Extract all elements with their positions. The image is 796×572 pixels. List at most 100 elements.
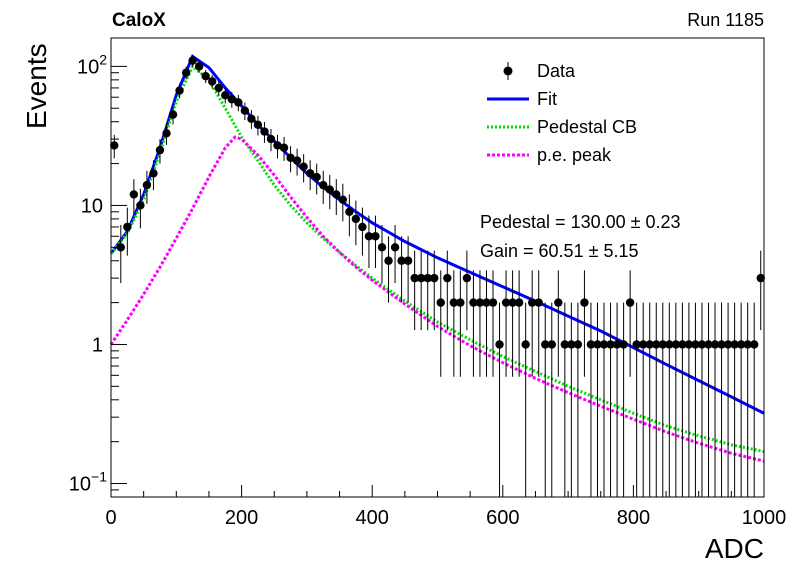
data-point xyxy=(573,340,583,349)
data-point xyxy=(286,153,295,163)
data-point xyxy=(397,256,406,265)
data-point xyxy=(201,71,210,81)
data-point xyxy=(136,201,145,210)
data-point xyxy=(645,340,654,349)
data-point xyxy=(482,298,491,307)
data-point xyxy=(606,340,615,349)
y-axis-label: Events xyxy=(21,43,52,129)
data-point xyxy=(208,77,217,86)
data-point xyxy=(338,195,348,204)
data-point xyxy=(273,141,282,150)
data-point xyxy=(456,298,465,307)
data-point xyxy=(194,62,204,71)
legend-entry-data: Data xyxy=(503,61,576,81)
y-tick-label: 10 xyxy=(81,195,103,217)
data-point xyxy=(697,340,707,349)
legend-fit-label: Fit xyxy=(537,89,557,109)
curve-p-e-peak xyxy=(109,135,765,463)
data-point xyxy=(279,143,289,152)
data-point xyxy=(717,340,726,349)
data-point xyxy=(593,340,602,349)
data-point xyxy=(652,340,661,349)
data-point xyxy=(253,120,263,130)
data-point xyxy=(149,169,158,178)
data-point xyxy=(671,340,681,349)
data-point xyxy=(305,169,315,178)
data-point xyxy=(527,298,537,307)
data-point xyxy=(364,232,374,241)
data-point xyxy=(521,340,530,349)
data-point xyxy=(743,340,752,349)
data-point xyxy=(110,141,119,150)
data-point xyxy=(665,340,674,349)
data-point xyxy=(292,156,302,165)
legend-entry-pedestal: Pedestal CB xyxy=(487,117,637,137)
data-point xyxy=(299,162,308,171)
data-point xyxy=(168,110,178,119)
x-axis-label: ADC xyxy=(705,533,764,564)
data-point xyxy=(175,86,184,95)
pedestal-annotation: Pedestal = 130.00 ± 0.23 xyxy=(480,212,681,232)
data-point xyxy=(123,222,132,232)
data-point xyxy=(586,340,596,349)
data-point xyxy=(691,340,700,349)
x-tick-label: 800 xyxy=(617,507,650,529)
data-point xyxy=(116,243,125,252)
data-point xyxy=(332,190,341,199)
legend-entry-fit: Fit xyxy=(487,89,557,109)
data-point xyxy=(221,91,230,100)
x-tick-label: 0 xyxy=(105,507,116,529)
legend-pe-peak-label: p.e. peak xyxy=(537,145,612,165)
legend-entry-pe-peak: p.e. peak xyxy=(487,145,612,165)
data-point xyxy=(750,340,759,349)
data-point xyxy=(403,256,413,265)
data-point xyxy=(534,298,543,307)
data-point xyxy=(567,340,576,349)
plot-frame xyxy=(110,37,765,498)
data-point xyxy=(704,340,713,349)
data-point xyxy=(612,340,622,349)
data-point xyxy=(188,56,197,65)
data-point xyxy=(312,172,321,182)
data-point xyxy=(351,214,361,224)
data-point xyxy=(638,340,648,349)
legend: Data Fit Pedestal CB p.e. peak xyxy=(487,61,637,165)
data-point xyxy=(462,273,472,283)
data-point xyxy=(495,340,504,349)
curve-pedestal-cb xyxy=(109,64,765,453)
data-point xyxy=(162,129,171,138)
data-point xyxy=(658,340,667,349)
data-point xyxy=(240,106,250,115)
data-point xyxy=(384,256,393,265)
data-point xyxy=(227,95,237,104)
data-point xyxy=(678,340,687,349)
legend-data-label: Data xyxy=(537,61,576,81)
data-point xyxy=(443,273,452,283)
series-layer xyxy=(109,54,765,497)
data-point xyxy=(358,222,367,232)
data-point xyxy=(449,298,459,307)
x-tick-label: 200 xyxy=(225,507,258,529)
data-point xyxy=(554,298,563,307)
data-point xyxy=(514,298,524,307)
data-point xyxy=(390,243,400,252)
data-point xyxy=(181,68,191,77)
data-point xyxy=(234,98,243,107)
data-point xyxy=(501,298,511,307)
data-point xyxy=(325,185,334,194)
data-point xyxy=(684,340,694,349)
data-point xyxy=(560,340,570,349)
data-point xyxy=(260,127,269,136)
gain-annotation: Gain = 60.51 ± 5.15 xyxy=(480,241,639,261)
data-point xyxy=(736,340,746,349)
data-point xyxy=(410,273,419,283)
x-tick-label: 1000 xyxy=(742,507,787,529)
data-point xyxy=(266,134,276,144)
data-point xyxy=(214,83,223,93)
data-point xyxy=(345,207,354,216)
y-tick-label: 10−1 xyxy=(69,469,107,496)
data-point xyxy=(580,298,589,307)
data-point xyxy=(756,273,765,283)
